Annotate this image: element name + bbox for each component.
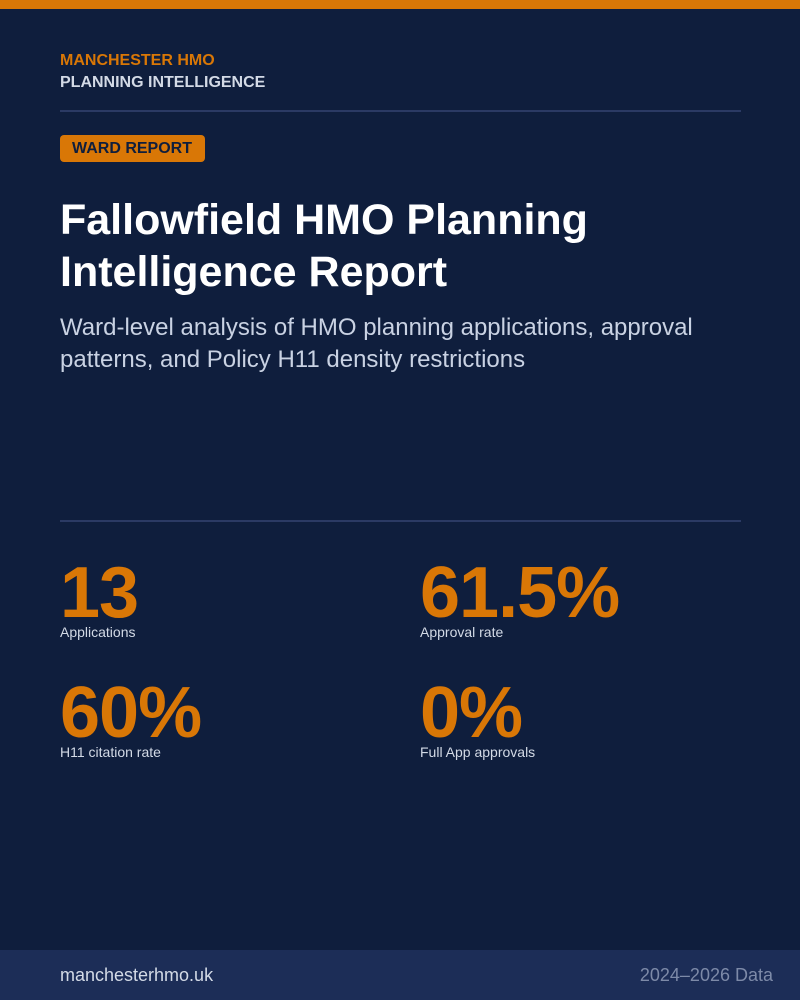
stat-applications: 13 Applications [60,553,390,641]
stat-approval-rate: 61.5% Approval rate [420,553,750,641]
stat-value: 13 [60,553,139,633]
stats-divider [60,520,741,522]
stat-label: H11 citation rate [60,744,161,760]
stat-value: 60% [60,673,202,753]
footer: manchesterhmo.uk 2024–2026 Data [0,950,800,1000]
stat-label: Applications [60,624,136,640]
brand-block: MANCHESTER HMO PLANNING INTELLIGENCE [60,51,265,93]
brand-name: MANCHESTER HMO [60,52,215,69]
brand-tagline: PLANNING INTELLIGENCE [60,74,266,91]
stat-full-app-approvals: 0% Full App approvals [420,673,750,761]
stat-value: 61.5% [420,553,620,633]
top-accent-bar [0,0,800,9]
page-title: Fallowfield HMO Planning Intelligence Re… [60,196,588,296]
page-subtitle: Ward-level analysis of HMO planning appl… [60,314,693,373]
stat-h11-citation-rate: 60% H11 citation rate [60,673,390,761]
stat-label: Full App approvals [420,744,536,760]
footer-website: manchesterhmo.uk [60,965,214,985]
footer-data-range: 2024–2026 Data [639,965,773,985]
report-type-badge: WARD REPORT [60,135,205,162]
stat-value: 0% [420,673,523,753]
stat-label: Approval rate [420,624,504,640]
header-divider [60,110,741,112]
